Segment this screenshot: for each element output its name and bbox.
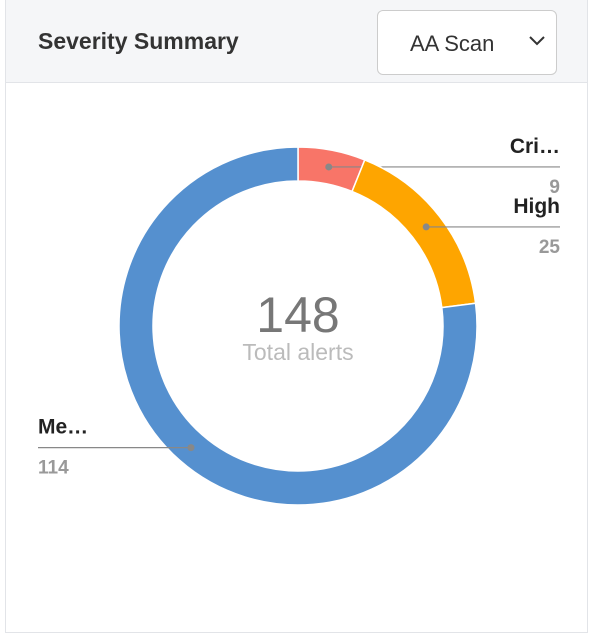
leader-dot (325, 163, 333, 171)
dropdown[interactable]: AA Scan (377, 10, 557, 75)
segment-label: Cri… (510, 135, 560, 158)
dropdown-text: AA Scan (410, 31, 495, 56)
leader-dot (422, 223, 430, 231)
segment-label: Me… (38, 416, 88, 439)
donut-segment (351, 158, 477, 309)
center-label: Total alerts (242, 339, 353, 365)
card: Severity Summary AA Scan (5, 0, 588, 633)
leader-dot (187, 444, 195, 452)
segment-value: 114 (38, 458, 69, 479)
segment-value: 9 (549, 177, 560, 198)
segment-value: 25 (539, 237, 561, 258)
donut-segment (118, 146, 478, 506)
segment-label: High (513, 195, 560, 218)
card-header: Severity Summary AA Scan (6, 0, 587, 83)
center-value: 148 (256, 287, 339, 343)
card-title: Severity Summary (38, 28, 239, 54)
chevron (529, 36, 545, 46)
